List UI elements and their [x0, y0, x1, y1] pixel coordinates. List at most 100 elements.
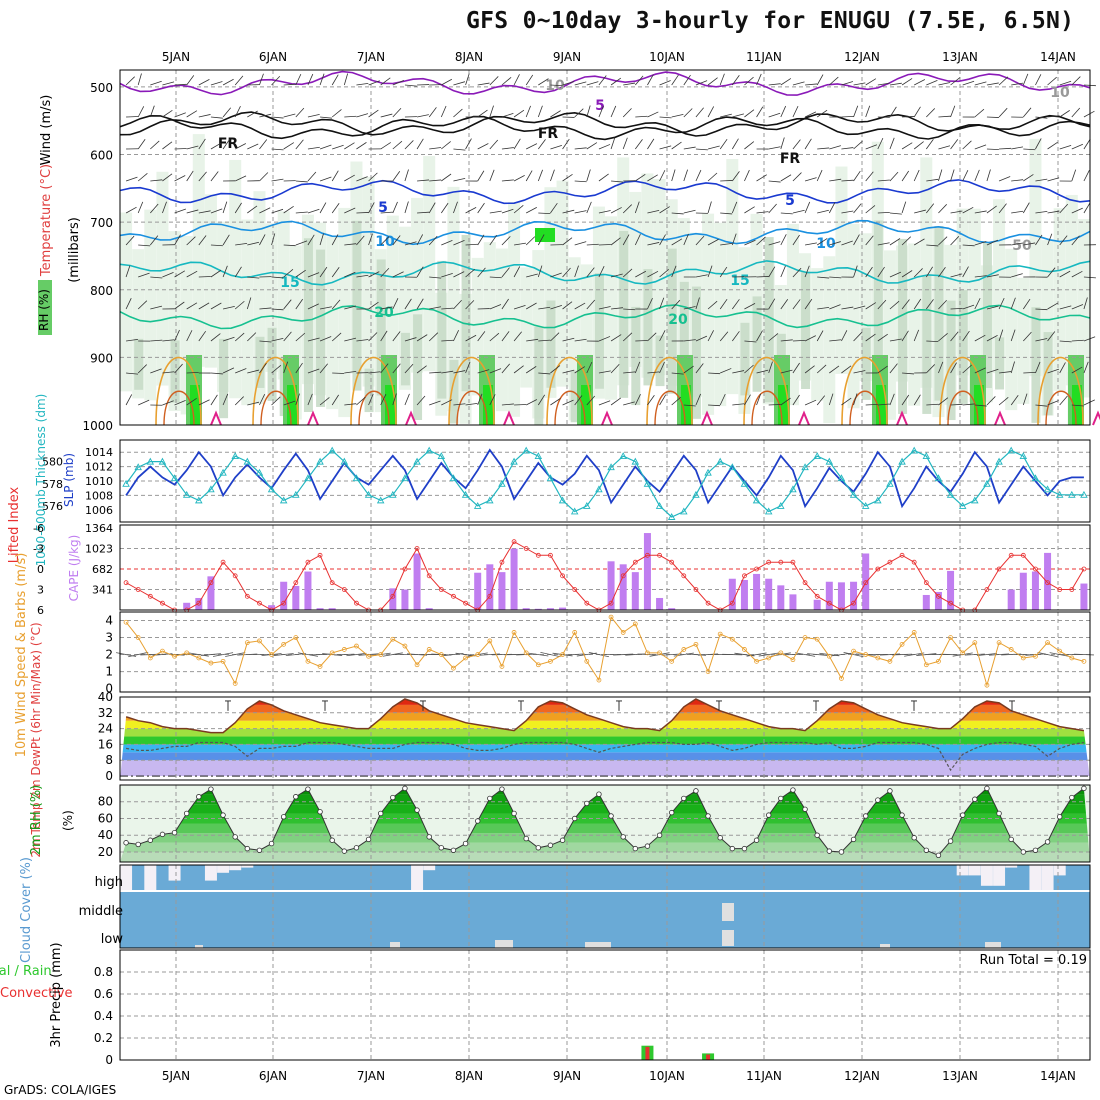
wind-barb	[319, 144, 332, 150]
thickness-marker	[1068, 490, 1076, 498]
wind-barb	[938, 82, 951, 86]
wind10-barb	[128, 651, 149, 658]
rh-shade	[908, 243, 921, 406]
temp2m-tick: 40	[98, 690, 113, 704]
wind-barb	[513, 304, 526, 310]
wind-barb	[1035, 404, 1048, 407]
wind-barb	[913, 394, 921, 406]
cape-bar	[498, 572, 506, 610]
wind-barb	[683, 146, 696, 150]
thickness-marker	[401, 474, 409, 482]
wind-barb	[574, 366, 586, 374]
contour-label: 5	[785, 193, 795, 209]
wind10-barb	[989, 653, 1010, 656]
wind-barb	[720, 113, 732, 118]
wind-barb	[962, 140, 972, 150]
wind-barb	[756, 106, 764, 118]
cape-bar	[753, 573, 761, 610]
cape-bar	[740, 579, 748, 610]
wind-barb	[550, 84, 563, 87]
wind-barb	[938, 145, 951, 150]
wind-barb	[356, 274, 369, 278]
wind-barb	[1047, 76, 1057, 86]
thickness-tick: 576	[42, 500, 63, 513]
rh-shade-max	[778, 385, 788, 425]
wind-barb	[1071, 76, 1081, 86]
temp-bands	[120, 699, 1090, 777]
wind-barb	[234, 332, 245, 342]
precip-legend-conv: Convective	[0, 986, 73, 1001]
contour-label: 5	[595, 98, 605, 114]
wind10-barb	[843, 652, 864, 658]
pressure-tick: 800	[90, 284, 113, 298]
lifted-index-marker	[123, 580, 129, 586]
wind-barb	[356, 235, 365, 246]
wind-barb	[429, 179, 442, 182]
lifted-index-marker	[572, 587, 578, 592]
thickness-marker	[934, 474, 943, 482]
wind-barb	[150, 235, 159, 246]
cape-bar	[559, 607, 567, 610]
wind-barb	[623, 308, 636, 311]
precip-tick: 0.6	[94, 987, 113, 1001]
rh2m-marker	[147, 837, 154, 843]
wind-barb	[1011, 179, 1024, 182]
wind-barb	[247, 241, 260, 246]
wind10-tick: 2	[105, 648, 113, 662]
lifted-index-marker	[681, 573, 687, 579]
wind-barb	[368, 371, 381, 374]
wind10-marker	[948, 635, 953, 640]
wind-barb	[150, 305, 163, 310]
precip-tick: 0.8	[94, 965, 113, 979]
temp-contour-25	[350, 357, 397, 426]
wind-barb	[283, 331, 292, 342]
wind-barb	[865, 78, 877, 86]
wind-barb	[974, 241, 987, 246]
wind-barb	[817, 306, 830, 310]
wind-barb	[598, 336, 611, 342]
wind-barb	[332, 144, 344, 150]
wind-barb	[537, 169, 543, 182]
rh2m-marker	[244, 845, 251, 852]
wind-barb	[307, 272, 320, 278]
date-label-top: 10JAN	[649, 50, 685, 64]
rh2m-marker	[1032, 847, 1039, 853]
wind-barb	[1083, 110, 1095, 118]
wind-barb	[222, 305, 235, 310]
wind-barb	[1059, 340, 1072, 343]
wind10-marker	[1069, 655, 1075, 661]
wind-barb	[841, 306, 854, 310]
wind10-marker	[584, 658, 590, 664]
wind10-marker	[208, 660, 214, 666]
temp2m-tick: 0	[105, 769, 113, 783]
wind-barb	[974, 169, 980, 182]
wind-barb	[635, 340, 648, 342]
wind10-tick: 3	[105, 631, 113, 645]
wind-barb	[453, 239, 465, 246]
wind-barb	[525, 302, 537, 310]
rh-shade	[461, 234, 471, 392]
wind10-barb	[613, 653, 634, 656]
wind-barb	[380, 211, 393, 214]
wind10-barb	[916, 653, 937, 656]
wind-barb	[392, 201, 398, 214]
temp-contour-35	[307, 410, 319, 426]
cloud-label-middle: middle	[79, 904, 123, 919]
lifted-index-marker	[135, 587, 141, 592]
wind-barb	[974, 275, 987, 278]
wind-barb	[441, 240, 453, 246]
wind-barb	[247, 205, 258, 214]
wind-barb	[428, 202, 436, 214]
cape-bar	[1044, 552, 1052, 610]
lifted-index-marker	[1057, 587, 1063, 592]
wind-barb	[1047, 331, 1056, 342]
wind-barb	[901, 78, 913, 86]
cloud-label-low: low	[101, 932, 124, 947]
lifted-index-marker	[826, 600, 832, 606]
wind-barb	[441, 370, 454, 374]
lifted-index-marker	[147, 593, 153, 599]
wind-barb	[404, 241, 417, 246]
pressure-tick: 600	[90, 149, 113, 163]
rh2m-marker	[183, 810, 190, 817]
wind10-barb	[200, 653, 221, 656]
